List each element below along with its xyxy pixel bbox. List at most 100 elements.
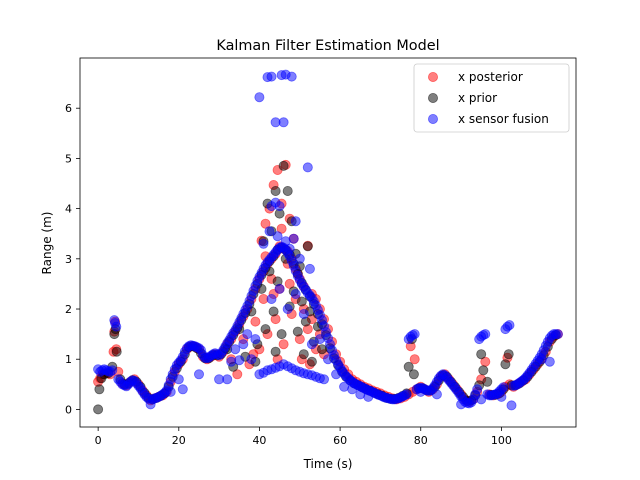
data-point [278,117,289,128]
data-point [503,349,514,360]
data-point [276,329,287,340]
data-point [296,296,307,307]
data-point [193,369,204,380]
data-point [234,355,245,366]
data-point [254,92,265,103]
y-axis-ticks: 0 1 2 3 4 5 6 [65,102,80,416]
data-point [456,399,467,410]
data-point [274,201,285,212]
data-point [93,404,104,415]
legend-label: x posterior [458,70,523,84]
data-point [270,185,281,196]
data-point [264,226,275,237]
data-point [331,369,342,380]
y-tick-label: 6 [65,102,72,115]
legend: x posterior x prior x sensor fusion [413,63,570,133]
y-tick-label: 0 [65,403,72,416]
data-point [472,384,483,395]
data-point [226,356,237,367]
data-point [544,356,555,367]
data-point [165,386,176,397]
data-point [304,263,315,274]
x-tick-label: 40 [252,434,266,447]
data-point [290,288,301,299]
data-point [250,316,261,327]
data-point [552,329,563,340]
legend-marker [427,72,438,83]
y-tick-label: 3 [65,253,72,266]
axes-frame [79,57,577,428]
data-point [272,231,283,242]
x-tick-label: 0 [95,434,102,447]
data-point [260,324,271,335]
data-point [316,344,327,355]
data-point [480,329,491,340]
y-tick-label: 1 [65,353,72,366]
data-point [363,391,374,402]
data-point [302,162,313,173]
legend-label: x sensor fusion [458,112,549,126]
y-tick-label: 4 [65,203,72,216]
data-point [107,365,118,376]
data-point [298,308,309,319]
data-point [482,376,493,387]
data-point [290,216,301,227]
data-point [230,344,241,355]
data-point [292,326,303,337]
data-point [298,349,309,360]
data-point [258,238,269,249]
data-point [250,334,261,345]
data-point [177,384,188,395]
y-tick-label: 5 [65,152,72,165]
data-point [408,369,419,380]
data-point [306,356,317,367]
data-point [238,339,249,350]
data-point [504,320,515,331]
data-point [322,354,333,365]
series-3 [93,69,563,411]
data-point [431,389,442,400]
data-point [415,386,426,397]
data-point [403,361,414,372]
data-point [173,374,184,385]
data-point [476,349,487,360]
x-tick-label: 20 [172,434,186,447]
data-point [498,382,509,393]
data-point [274,283,285,294]
data-point [278,160,289,171]
x-tick-label: 100 [491,434,512,447]
y-tick-label: 2 [65,303,72,316]
x-tick-label: 80 [414,434,428,447]
plot-area [93,69,563,415]
legend-marker [427,93,438,104]
data-point [222,374,233,385]
chart-title: Kalman Filter Estimation Model [216,38,439,54]
data-point [409,329,420,340]
data-point [232,369,243,380]
data-point [111,321,122,332]
data-point [284,243,295,254]
x-axis-ticks: 0 20 40 60 80 100 [95,427,512,447]
data-point [506,400,517,411]
x-axis-label: Time (s) [303,457,353,471]
data-point [266,293,277,304]
legend-marker [427,114,438,125]
data-point [298,368,309,379]
legend-box [413,63,570,133]
y-axis-label: Range (m) [40,212,54,275]
data-point [282,185,293,196]
data-point [266,71,277,82]
data-point [294,253,305,264]
data-point [306,339,317,350]
data-point [476,394,487,405]
data-point [111,346,122,357]
data-point [268,306,279,317]
data-point [478,365,489,376]
data-point [270,346,281,357]
data-point [314,373,325,384]
data-point [401,389,412,400]
data-point [246,354,257,365]
data-point [286,71,297,82]
data-points [93,69,563,415]
